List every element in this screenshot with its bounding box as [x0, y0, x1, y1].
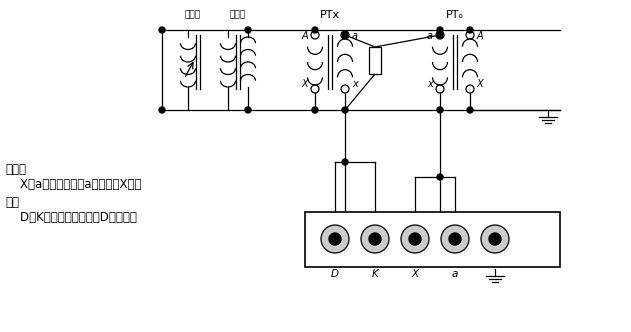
Circle shape	[409, 233, 421, 245]
Circle shape	[342, 159, 348, 165]
Circle shape	[449, 233, 461, 245]
Circle shape	[312, 107, 318, 113]
Text: A: A	[302, 31, 309, 41]
Circle shape	[437, 32, 443, 38]
Text: a: a	[427, 31, 433, 41]
Text: x: x	[352, 79, 358, 89]
Bar	[305, 212, 560, 267]
Circle shape	[489, 233, 501, 245]
Text: X: X	[302, 79, 309, 89]
Text: 升压器: 升压器	[230, 10, 246, 19]
Bar	[369, 47, 381, 74]
Circle shape	[441, 225, 469, 253]
Text: 调压器: 调压器	[185, 10, 201, 19]
Text: a: a	[352, 31, 358, 41]
Text: X: X	[476, 79, 483, 89]
Circle shape	[481, 225, 509, 253]
Circle shape	[342, 32, 348, 38]
Text: K: K	[372, 269, 379, 279]
Circle shape	[245, 27, 251, 33]
Text: X、a为工作电压，a为高端，X为低: X、a为工作电压，a为高端，X为低	[5, 178, 141, 191]
Text: A: A	[476, 31, 483, 41]
Text: a: a	[452, 269, 458, 279]
Circle shape	[437, 107, 443, 113]
Circle shape	[342, 107, 348, 113]
Circle shape	[467, 27, 473, 33]
Circle shape	[437, 174, 443, 180]
Circle shape	[329, 233, 341, 245]
Text: x: x	[427, 79, 433, 89]
Text: PTx: PTx	[320, 10, 340, 20]
Text: 端。: 端。	[5, 196, 19, 209]
Text: 其中：: 其中：	[5, 163, 26, 176]
Circle shape	[159, 27, 165, 33]
Text: PTₒ: PTₒ	[446, 10, 464, 20]
Circle shape	[361, 225, 389, 253]
Text: X: X	[411, 269, 418, 279]
Circle shape	[369, 233, 381, 245]
Text: D: D	[331, 269, 339, 279]
Circle shape	[159, 107, 165, 113]
Circle shape	[467, 107, 473, 113]
Circle shape	[321, 225, 349, 253]
Circle shape	[245, 107, 251, 113]
Circle shape	[401, 225, 429, 253]
Text: D、K为差压信号，其中D为低端。: D、K为差压信号，其中D为低端。	[5, 211, 137, 224]
Circle shape	[437, 27, 443, 33]
Circle shape	[312, 27, 318, 33]
